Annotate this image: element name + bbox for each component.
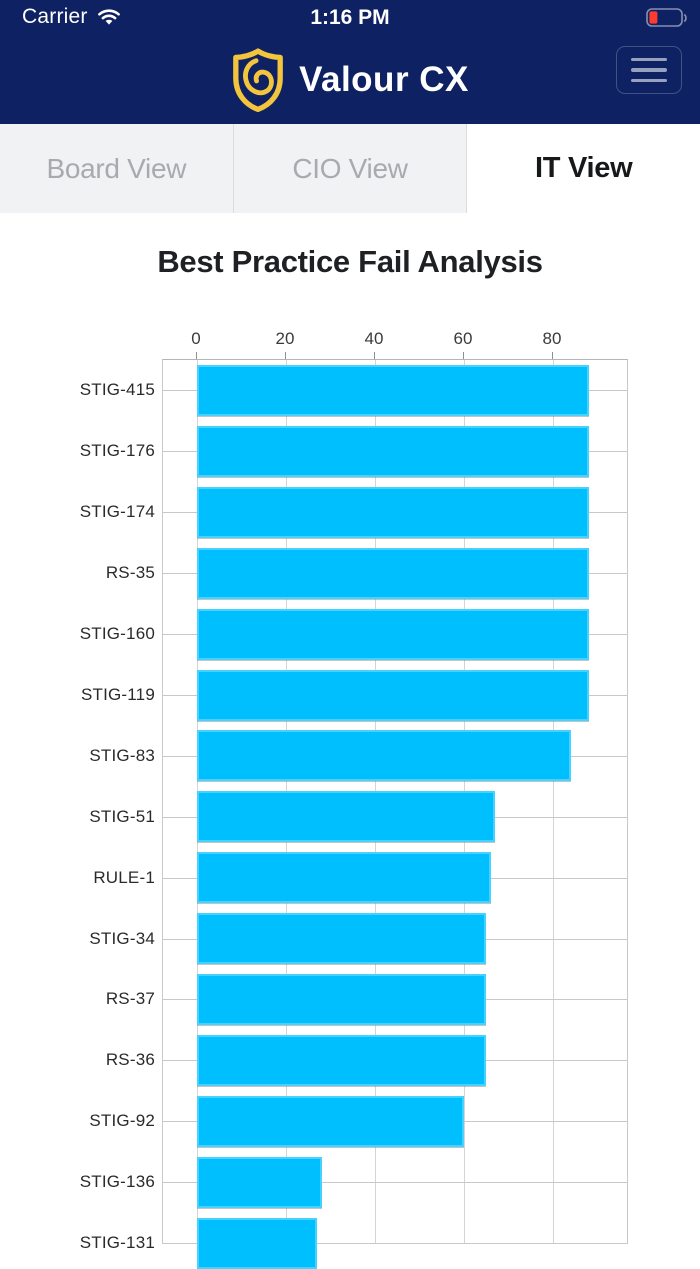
page-title: Best Practice Fail Analysis bbox=[157, 244, 543, 279]
category-label: STIG-131 bbox=[79, 1233, 155, 1252]
x-tick-mark bbox=[374, 352, 375, 359]
tab-bar: Board View CIO View IT View bbox=[0, 124, 700, 213]
category-label: STIG-174 bbox=[79, 502, 155, 521]
bar-stig-136[interactable] bbox=[197, 1157, 322, 1208]
bar-stig-51[interactable] bbox=[197, 791, 495, 842]
clock: 1:16 PM bbox=[310, 6, 390, 29]
plot-area bbox=[162, 359, 628, 1269]
bar-rs-36[interactable] bbox=[197, 1035, 486, 1086]
hamburger-menu-icon bbox=[631, 78, 667, 83]
wifi-icon bbox=[97, 9, 120, 25]
bar-stig-92[interactable] bbox=[197, 1096, 464, 1147]
tab-it-view[interactable]: IT View bbox=[467, 124, 700, 213]
fail-analysis-chart: 0 20 40 60 80 STIG-415 STIG-176 STIG-174 RS-35 S… bbox=[0, 300, 700, 1269]
bar-stig-83[interactable] bbox=[197, 730, 571, 781]
bar-stig-176[interactable] bbox=[197, 426, 589, 477]
category-label: STIG-83 bbox=[89, 746, 155, 765]
category-label: STIG-92 bbox=[89, 1111, 155, 1130]
hamburger-menu-icon bbox=[631, 68, 667, 72]
category-label: STIG-51 bbox=[89, 807, 155, 826]
bar-stig-34[interactable] bbox=[197, 913, 486, 964]
x-tick-mark bbox=[552, 352, 553, 359]
category-label: STIG-34 bbox=[89, 929, 155, 948]
x-tick-label: 0 bbox=[191, 329, 201, 348]
category-label: STIG-136 bbox=[79, 1172, 155, 1191]
category-label: STIG-176 bbox=[79, 441, 155, 460]
category-label: RS-35 bbox=[105, 563, 155, 582]
hamburger-menu-button[interactable] bbox=[616, 46, 682, 94]
app-header: Valour CX bbox=[0, 36, 700, 124]
x-tick-label: 20 bbox=[275, 329, 295, 348]
carrier-label: Carrier bbox=[22, 5, 88, 28]
x-tick-label: 40 bbox=[364, 329, 384, 348]
bar-rule-1[interactable] bbox=[197, 852, 491, 903]
brand: Valour CX bbox=[0, 36, 700, 124]
x-tick-mark bbox=[196, 352, 197, 359]
x-tick-mark bbox=[463, 352, 464, 359]
category-label: RULE-1 bbox=[93, 868, 155, 887]
bar-stig-160[interactable] bbox=[197, 609, 589, 660]
x-tick-mark bbox=[285, 352, 286, 359]
brand-name: Valour CX bbox=[299, 60, 469, 99]
category-label: STIG-160 bbox=[79, 624, 155, 643]
carrier-group: Carrier bbox=[22, 5, 122, 29]
x-gridline bbox=[553, 360, 554, 1244]
status-bar: Carrier 1:16 PM bbox=[0, 0, 700, 36]
bar-stig-415[interactable] bbox=[197, 365, 589, 416]
tab-cio-view[interactable]: CIO View bbox=[233, 124, 468, 213]
hamburger-menu-icon bbox=[631, 57, 667, 62]
bar-stig-119[interactable] bbox=[197, 670, 589, 721]
category-label: STIG-415 bbox=[79, 380, 155, 399]
x-tick-label: 80 bbox=[542, 329, 562, 348]
category-label: RS-37 bbox=[105, 989, 155, 1008]
x-tick-label: 60 bbox=[453, 329, 473, 348]
battery-low-icon bbox=[646, 8, 688, 28]
row-centerline bbox=[163, 1182, 627, 1183]
category-label: RS-36 bbox=[105, 1050, 155, 1069]
bar-rs-37[interactable] bbox=[197, 974, 486, 1025]
bar-stig-174[interactable] bbox=[197, 487, 589, 538]
tab-board-view[interactable]: Board View bbox=[0, 124, 234, 213]
bar-rs-35[interactable] bbox=[197, 548, 589, 599]
category-label: STIG-119 bbox=[80, 685, 155, 704]
shield-logo-icon bbox=[233, 48, 283, 112]
